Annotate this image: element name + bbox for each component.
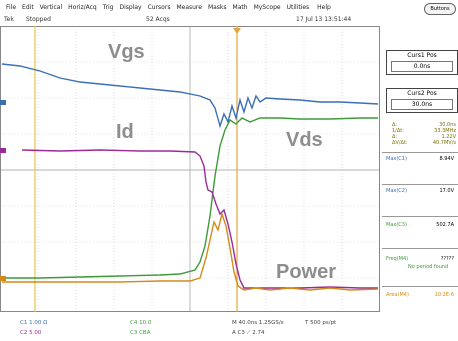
side-panel: Curs1 Pos 0.0ns Curs2 Pos 30.0ns Δ: 30.0n… [382,16,458,341]
acq-state: Stopped [26,16,51,23]
cursor-deltas: Δ: 30.0ns 1/Δt: 33.3MHz Δ: 1.22V ΔV/Δt: 40.7… [392,122,456,146]
ch2-scale[interactable]: C2 5.00 [20,330,42,336]
menu-help[interactable]: Help [317,3,331,11]
menu-file[interactable]: File [6,3,17,11]
menu-cursors[interactable]: Cursors [147,3,171,11]
timebase-readout[interactable]: M 40.0ns 1.25GS/s [232,320,284,326]
record-readout: T 500 ps/pt [305,320,337,326]
cursor-1-label: Curs1 Pos [407,52,437,59]
center-axes [0,26,380,312]
menu-myscope[interactable]: MyScope [253,3,281,11]
divider [382,248,458,249]
vgs-label: Vgs [108,41,145,63]
buttons-toggle[interactable]: Buttons [424,3,456,15]
delta-row: Δ: 30.0ns [392,122,456,128]
delta-row: ΔV/Δt: 40.7MV/s [392,140,456,146]
cursor-2-value[interactable]: 30.0ns [391,99,453,110]
waveform-display[interactable]: Vgs Id Vds Power [0,26,380,312]
acq-count: 52 Acqs [146,16,170,23]
math-marker[interactable] [0,276,6,281]
menu-display[interactable]: Display [119,3,142,11]
cursor-1-value[interactable]: 0.0ns [391,61,453,72]
menu-edit[interactable]: Edit [22,3,34,11]
ch3-scale[interactable]: C3 CBA [130,330,151,336]
trigger-readout[interactable]: A C3 ⟋ 2.74 [232,330,265,336]
ch1-scale[interactable]: C1 1.00 Ω [20,320,48,326]
id-label: Id [116,121,134,143]
trigger-position-marker[interactable] [233,28,241,34]
cursor-1-box[interactable]: Curs1 Pos 0.0ns [386,50,458,75]
delta-row: 1/Δt: 33.3MHz [392,128,456,134]
menu-masks[interactable]: Masks [207,3,227,11]
delta-row: Δ: 1.22V [392,134,456,140]
vds-trace [2,117,378,279]
divider [382,286,458,287]
vds-label: Vds [286,129,323,151]
ch2-marker[interactable] [0,148,6,153]
menu-horiz-acq[interactable]: Horiz/Acq [68,3,97,11]
menu-measure[interactable]: Measure [176,3,202,11]
menu-utilities[interactable]: Utilities [286,3,310,11]
ch4-scale[interactable]: C4 10.0 [130,320,152,326]
divider [382,216,458,217]
menu-math[interactable]: Math [232,3,248,11]
channel-readouts: C1 1.00 Ω C2 5.00 C4 10.0 C3 CBA M 40.0n… [0,318,380,341]
ch1-marker[interactable] [0,100,6,105]
status-line: Tek Stopped 52 Acqs 17 Jul 13 13:51:44 [0,16,380,26]
divider [382,184,458,185]
divider [382,152,458,153]
cursor-2-label: Curs2 Pos [407,90,437,97]
cursor-2-box[interactable]: Curs2 Pos 30.0ns [386,88,458,113]
display-border [0,26,380,312]
datetime: 17 Jul 13 13:51:44 [296,16,352,23]
power-trace [2,211,379,291]
menu-vertical[interactable]: Vertical [39,3,63,11]
vgs-trace [1,63,379,129]
menu-bar: File Edit Vertical Horiz/Acq Trig Displa… [0,0,458,14]
brand-label: Tek [4,16,14,23]
no-period-note: No period found [408,264,449,270]
measurement-row[interactable]: Freq(M4) ????? No period found [386,256,454,270]
power-label: Power [276,261,336,283]
menu-trig[interactable]: Trig [102,3,114,11]
